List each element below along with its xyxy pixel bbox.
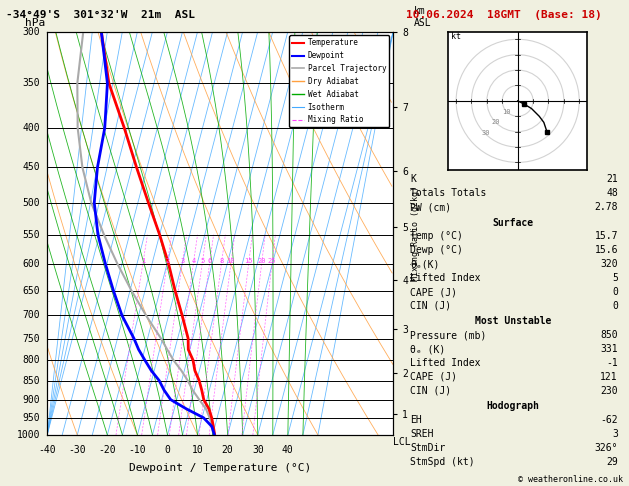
Text: 500: 500: [23, 198, 40, 208]
Text: StmSpd (kt): StmSpd (kt): [410, 456, 475, 467]
Text: PW (cm): PW (cm): [410, 202, 452, 212]
Text: StmDir: StmDir: [410, 443, 445, 452]
Text: θₑ(K): θₑ(K): [410, 259, 440, 269]
Text: CAPE (J): CAPE (J): [410, 287, 457, 297]
Text: LCL: LCL: [393, 437, 411, 447]
Text: 30: 30: [481, 130, 489, 136]
Y-axis label: Mixing Ratio (g/kg): Mixing Ratio (g/kg): [411, 186, 420, 281]
Text: 400: 400: [23, 123, 40, 133]
Text: 21: 21: [606, 174, 618, 185]
Text: © weatheronline.co.uk: © weatheronline.co.uk: [518, 474, 623, 484]
Text: 850: 850: [600, 330, 618, 340]
Text: Dewpoint / Temperature (°C): Dewpoint / Temperature (°C): [129, 463, 311, 473]
Text: 25: 25: [268, 258, 276, 264]
Text: Most Unstable: Most Unstable: [475, 316, 551, 326]
Text: hPa: hPa: [25, 17, 45, 28]
Text: 230: 230: [600, 386, 618, 396]
Text: km
ASL: km ASL: [414, 6, 431, 28]
Text: -34°49'S  301°32'W  21m  ASL: -34°49'S 301°32'W 21m ASL: [6, 10, 195, 20]
Text: 700: 700: [23, 311, 40, 320]
Text: Dewp (°C): Dewp (°C): [410, 245, 463, 255]
Text: -40: -40: [38, 445, 56, 455]
Text: 10: 10: [192, 445, 203, 455]
Text: 0: 0: [612, 287, 618, 297]
Text: CIN (J): CIN (J): [410, 301, 452, 311]
Text: 1: 1: [141, 258, 145, 264]
Text: Totals Totals: Totals Totals: [410, 189, 487, 198]
Text: K: K: [410, 174, 416, 185]
Text: 350: 350: [23, 78, 40, 88]
Text: 15.6: 15.6: [594, 245, 618, 255]
Text: CIN (J): CIN (J): [410, 386, 452, 396]
Text: 40: 40: [282, 445, 294, 455]
Text: -1: -1: [606, 358, 618, 368]
Text: 10: 10: [226, 258, 235, 264]
Legend: Temperature, Dewpoint, Parcel Trajectory, Dry Adiabat, Wet Adiabat, Isotherm, Mi: Temperature, Dewpoint, Parcel Trajectory…: [289, 35, 389, 127]
Text: 10.06.2024  18GMT  (Base: 18): 10.06.2024 18GMT (Base: 18): [406, 10, 601, 20]
Text: 6: 6: [208, 258, 211, 264]
Text: 550: 550: [23, 230, 40, 240]
Text: Surface: Surface: [493, 218, 533, 227]
Text: -10: -10: [128, 445, 146, 455]
Text: 20: 20: [492, 120, 501, 125]
Text: 4: 4: [191, 258, 196, 264]
Text: 1000: 1000: [17, 430, 40, 440]
Text: CAPE (J): CAPE (J): [410, 372, 457, 382]
Text: 900: 900: [23, 395, 40, 405]
Text: 750: 750: [23, 333, 40, 344]
Text: 850: 850: [23, 376, 40, 385]
Text: Pressure (mb): Pressure (mb): [410, 330, 487, 340]
Text: 0: 0: [612, 301, 618, 311]
Text: 10: 10: [503, 108, 511, 115]
Text: 121: 121: [600, 372, 618, 382]
Text: Lifted Index: Lifted Index: [410, 273, 481, 283]
Text: -20: -20: [99, 445, 116, 455]
Text: 5: 5: [200, 258, 204, 264]
Text: Hodograph: Hodograph: [486, 401, 540, 411]
Text: -62: -62: [600, 415, 618, 425]
Text: 300: 300: [23, 27, 40, 36]
Text: 650: 650: [23, 286, 40, 295]
Text: -30: -30: [69, 445, 86, 455]
Text: 48: 48: [606, 189, 618, 198]
Text: EH: EH: [410, 415, 422, 425]
Text: 15.7: 15.7: [594, 231, 618, 242]
Text: 600: 600: [23, 259, 40, 269]
Text: kt: kt: [452, 32, 462, 41]
Text: 30: 30: [252, 445, 264, 455]
Text: 320: 320: [600, 259, 618, 269]
Text: 15: 15: [245, 258, 253, 264]
Text: θₑ (K): θₑ (K): [410, 344, 445, 354]
Text: Lifted Index: Lifted Index: [410, 358, 481, 368]
Text: 326°: 326°: [594, 443, 618, 452]
Text: 3: 3: [612, 429, 618, 439]
Text: 8: 8: [220, 258, 223, 264]
Text: 20: 20: [222, 445, 233, 455]
Text: 0: 0: [165, 445, 170, 455]
Text: 450: 450: [23, 162, 40, 173]
Text: 29: 29: [606, 456, 618, 467]
Text: 331: 331: [600, 344, 618, 354]
Text: SREH: SREH: [410, 429, 434, 439]
Text: 950: 950: [23, 413, 40, 423]
Text: 5: 5: [612, 273, 618, 283]
Text: 3: 3: [180, 258, 184, 264]
Text: Temp (°C): Temp (°C): [410, 231, 463, 242]
Text: 2.78: 2.78: [594, 202, 618, 212]
Text: 2: 2: [165, 258, 169, 264]
Text: 800: 800: [23, 355, 40, 365]
Text: 20: 20: [257, 258, 266, 264]
